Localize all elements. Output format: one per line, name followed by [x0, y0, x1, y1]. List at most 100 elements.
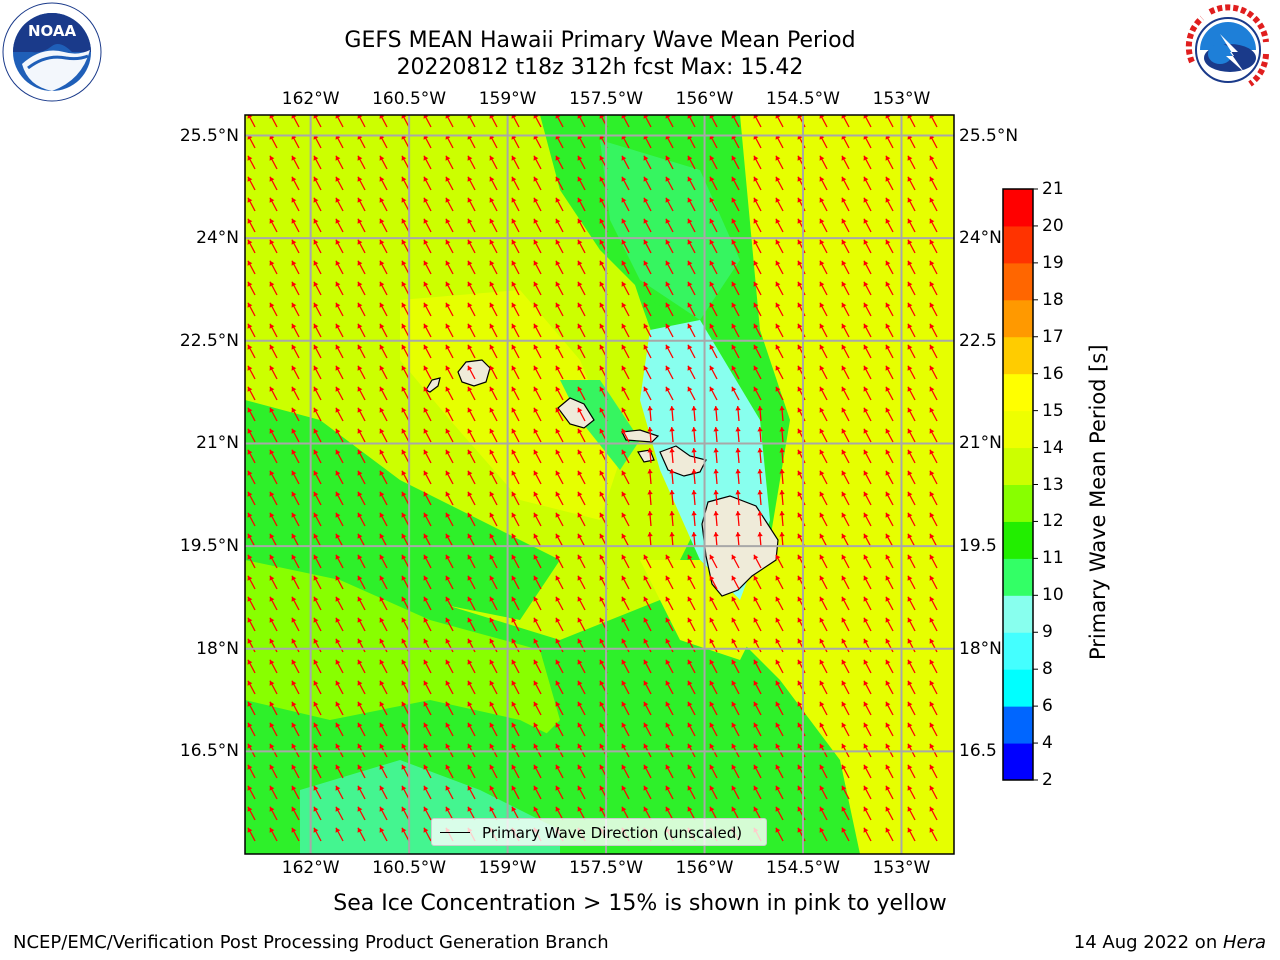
wave-direction-arrow	[819, 323, 828, 338]
map-legend: Primary Wave Direction (unscaled)	[431, 818, 767, 846]
wave-direction-arrow	[313, 785, 322, 800]
wave-direction-arrow	[665, 302, 674, 317]
wave-direction-arrow	[885, 239, 894, 254]
wave-direction-arrow	[335, 785, 344, 800]
wave-direction-arrow	[401, 470, 410, 485]
wave-direction-arrow	[731, 115, 740, 128]
wave-direction-arrow	[357, 239, 366, 254]
top-lon-tick-label: 153°W	[872, 89, 931, 109]
wave-direction-arrow	[489, 659, 498, 674]
wave-direction-arrow	[577, 386, 586, 401]
wave-direction-arrow	[533, 260, 542, 275]
wave-direction-arrow	[269, 533, 278, 548]
wave-direction-arrow	[885, 764, 894, 779]
wave-direction-arrow	[357, 302, 366, 317]
wave-direction-arrow	[357, 680, 366, 695]
wave-direction-arrow	[313, 512, 322, 527]
wave-direction-arrow	[313, 197, 322, 212]
wave-direction-arrow	[863, 470, 872, 485]
wave-direction-arrow	[709, 344, 718, 359]
wave-direction-arrow	[819, 701, 828, 716]
colorbar-segment	[1003, 484, 1033, 522]
right-lat-tick-label: 19.5	[959, 536, 997, 557]
wave-direction-arrows	[247, 115, 938, 842]
colorbar-tick-label: 12	[1042, 511, 1064, 532]
wave-direction-arrow	[291, 659, 300, 674]
wave-direction-arrow	[247, 722, 256, 737]
wave-direction-arrow	[687, 218, 696, 233]
wave-direction-arrow	[445, 533, 454, 548]
wave-direction-arrow	[731, 302, 740, 317]
wave-direction-arrow	[291, 701, 300, 716]
wave-direction-arrow	[841, 491, 850, 506]
wave-direction-arrow	[335, 722, 344, 737]
wave-direction-arrow	[401, 701, 410, 716]
wave-direction-arrow	[907, 155, 916, 170]
wave-direction-arrow	[467, 365, 476, 380]
wave-direction-arrow	[775, 260, 784, 275]
wave-direction-arrow	[489, 491, 498, 506]
period-region-14-center	[400, 290, 620, 520]
wave-direction-arrow	[885, 533, 894, 548]
wave-direction-arrow	[247, 386, 256, 401]
wave-direction-arrow	[841, 260, 850, 275]
wave-direction-arrow	[401, 659, 410, 674]
wave-direction-arrow	[775, 806, 784, 821]
map-gridlines	[245, 115, 954, 854]
wave-direction-arrow	[357, 197, 366, 212]
wave-direction-arrow	[555, 428, 564, 443]
wave-direction-arrow	[555, 176, 564, 191]
wave-direction-arrow	[621, 281, 630, 296]
wave-direction-arrow	[511, 155, 520, 170]
wave-direction-arrow	[445, 806, 454, 821]
wave-direction-arrow	[863, 386, 872, 401]
wave-direction-arrow	[621, 491, 630, 506]
wave-direction-arrow	[753, 806, 762, 821]
wave-direction-arrow	[577, 449, 586, 464]
wave-direction-arrow	[423, 575, 432, 590]
wave-direction-arrow	[511, 239, 520, 254]
wave-direction-arrow	[489, 806, 498, 821]
wave-direction-arrow	[555, 722, 564, 737]
wave-direction-arrow	[269, 218, 278, 233]
wave-direction-arrow	[379, 239, 388, 254]
wave-direction-arrow	[335, 407, 344, 422]
wave-direction-arrow	[863, 512, 872, 527]
wave-direction-arrow	[775, 827, 784, 842]
wave-direction-arrow	[555, 701, 564, 716]
wave-direction-arrow	[445, 218, 454, 233]
wave-direction-arrow	[357, 701, 366, 716]
wave-direction-arrow	[379, 806, 388, 821]
wave-direction-arrow	[401, 617, 410, 632]
wave-direction-arrow	[335, 617, 344, 632]
wave-direction-arrow	[775, 115, 784, 128]
wave-direction-arrow	[731, 575, 740, 590]
wave-direction-arrow	[577, 197, 586, 212]
colorbar-segment	[1003, 336, 1033, 375]
wave-direction-arrow	[907, 764, 916, 779]
wave-direction-arrow	[731, 386, 740, 401]
wave-direction-arrow	[863, 428, 872, 443]
wave-direction-arrow	[291, 554, 300, 569]
wave-direction-arrow	[335, 680, 344, 695]
sea-ice-note: Sea Ice Concentration > 15% is shown in …	[333, 891, 947, 916]
wave-direction-arrow	[357, 281, 366, 296]
wave-direction-arrow	[467, 785, 476, 800]
wave-direction-arrow	[841, 365, 850, 380]
wave-direction-arrow	[665, 155, 674, 170]
wave-direction-arrow	[533, 365, 542, 380]
wave-direction-arrow	[313, 449, 322, 464]
map-frame	[244, 114, 955, 855]
wave-direction-arrow	[577, 533, 586, 548]
wave-direction-arrow	[709, 617, 718, 632]
wave-direction-arrow	[647, 532, 653, 548]
wave-direction-arrow	[379, 554, 388, 569]
wave-direction-arrow	[819, 428, 828, 443]
wave-direction-arrow	[335, 260, 344, 275]
wave-direction-arrow	[401, 239, 410, 254]
wave-direction-arrow	[357, 659, 366, 674]
wave-direction-arrow	[907, 323, 916, 338]
wave-direction-arrow	[621, 155, 630, 170]
wave-direction-arrow	[643, 323, 652, 338]
wave-direction-arrow	[269, 764, 278, 779]
